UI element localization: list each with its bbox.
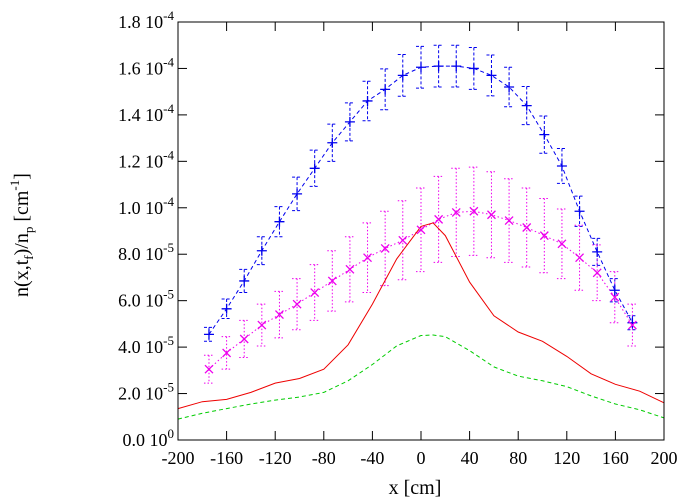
series-1-point <box>239 275 250 286</box>
series-1-point <box>309 163 320 174</box>
series-1-point <box>451 61 462 72</box>
y-tick-label: 1.8 10-4 <box>118 8 174 32</box>
series-1-point <box>221 303 232 314</box>
series-4-line <box>177 334 665 420</box>
y-tick-label: 6.0 10-5 <box>118 287 174 311</box>
y-tick-label: 1.6 10-4 <box>118 54 174 78</box>
series-1-point <box>380 84 391 95</box>
series-2-point <box>592 268 602 278</box>
series-1-point <box>397 70 408 81</box>
series-1-point <box>468 63 479 74</box>
series-1-point <box>327 137 338 148</box>
series-2-point <box>610 292 620 302</box>
y-tick-labels: 0.0 100 2.0 10-5 4.0 10-5 6.0 10-5 8.0 10-5 1… <box>118 8 174 450</box>
series-1-point <box>627 317 638 328</box>
series-2-point <box>204 364 214 374</box>
series-1-point <box>486 70 497 81</box>
x-tick-label: -120 <box>259 448 292 468</box>
series-2-point <box>363 253 372 263</box>
y-tick-label: 2.0 10-5 <box>118 380 174 404</box>
series-1-line <box>208 65 633 335</box>
series-2-point <box>557 239 567 249</box>
y-axis-label: n(x,tf)/np [cm-1] <box>7 173 36 297</box>
x-tick-label: -40 <box>360 448 384 468</box>
series-1-point <box>592 246 603 257</box>
x-tick-labels: -200 -160 -120 -80 -40 0 40 80 120 160 200 <box>162 448 678 468</box>
series-1-point <box>256 245 267 256</box>
series-1-point <box>203 329 214 340</box>
x-tick-label: 0 <box>417 448 426 468</box>
series-2-point <box>504 216 514 226</box>
series-2-point <box>522 223 532 232</box>
series-3-line <box>177 222 665 410</box>
series-1-point <box>574 206 585 217</box>
x-tick-label: 160 <box>602 448 629 468</box>
x-axis-label: x [cm] <box>389 477 442 499</box>
markers-layer <box>203 61 638 374</box>
series-2-point <box>451 207 461 217</box>
series-1-point <box>433 61 444 72</box>
series-1-point <box>556 160 567 171</box>
series-2-point <box>469 206 479 216</box>
errorbars-layer <box>203 44 638 384</box>
series-1-point <box>344 116 355 127</box>
series-2-point <box>627 320 637 330</box>
series-2-point <box>274 310 284 320</box>
series-1-point <box>274 216 285 227</box>
x-tick-label: 120 <box>553 448 580 468</box>
ticks-layer <box>177 21 665 441</box>
series-2-point <box>380 243 390 253</box>
series-2-point <box>575 253 585 263</box>
series-2-point <box>539 231 549 241</box>
series-1-point <box>504 82 515 93</box>
series-1-point <box>416 62 426 73</box>
series-1-point <box>539 129 550 140</box>
y-tick-label: 8.0 10-5 <box>118 240 174 264</box>
series-2-point <box>345 264 355 274</box>
x-tick-label: 40 <box>461 448 479 468</box>
x-tick-label: -160 <box>210 448 243 468</box>
series-2-point <box>239 334 249 344</box>
curves-layer <box>177 65 665 420</box>
series-2-point <box>257 320 267 330</box>
series-2-point <box>292 299 302 309</box>
series-2-point <box>416 225 426 235</box>
series-1-point <box>292 188 303 199</box>
x-tick-label: -200 <box>162 448 195 468</box>
series-2-point <box>222 348 232 358</box>
x-tick-label: 80 <box>509 448 527 468</box>
series-1-point <box>609 285 620 296</box>
x-tick-label: 200 <box>651 448 678 468</box>
series-2-point <box>327 276 337 286</box>
series-1-point <box>521 100 532 111</box>
series-2-point <box>434 214 444 224</box>
series-2-point <box>310 288 320 297</box>
x-tick-label: -80 <box>312 448 336 468</box>
y-tick-label: 1.2 10-4 <box>118 147 174 171</box>
y-tick-label: 4.0 10-5 <box>118 333 174 357</box>
y-tick-label: 1.4 10-4 <box>118 101 174 125</box>
series-2-point <box>487 210 496 220</box>
y-tick-label: 1.0 10-4 <box>118 194 174 218</box>
series-2-point <box>398 235 408 245</box>
series-1-point <box>362 95 373 106</box>
y-tick-label: 0.0 100 <box>123 426 175 450</box>
